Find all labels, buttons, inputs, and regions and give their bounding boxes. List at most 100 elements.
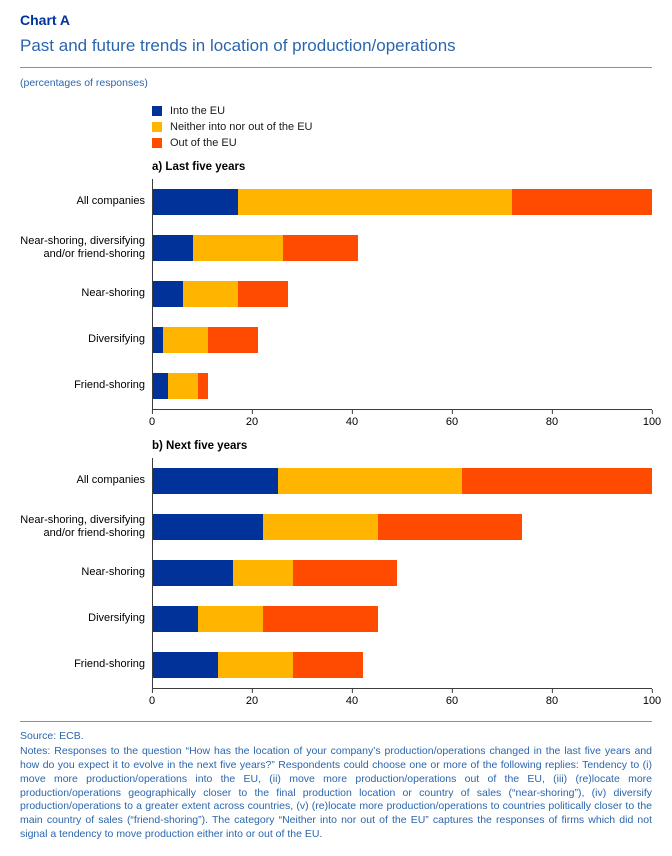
tick-mark [451, 689, 453, 694]
bar-segment-out-of-the-eu [237, 281, 288, 308]
tick-label: 40 [345, 416, 359, 429]
chart-panel: a) Last five years All companies Near-shor… [20, 161, 661, 432]
bar-segment-out-of-the-eu [292, 652, 363, 679]
into-the-eu-legend-swatch [152, 106, 162, 117]
tick-label: 40 [345, 695, 359, 708]
tick-label: 0 [148, 416, 156, 429]
tick-label: 80 [545, 416, 559, 429]
legend-label: Into the EU [170, 105, 226, 117]
axis-tick: 100 [643, 410, 661, 428]
tick-mark [151, 689, 153, 694]
axis-tick: 60 [446, 689, 458, 707]
legend-item: Into the EU [152, 105, 652, 117]
plot-area: All companies Near-shoring, diversifying … [20, 458, 652, 690]
bar-row: Near-shoring [81, 271, 652, 317]
bar-row: Near-shoring [81, 550, 652, 596]
tick-label: 0 [148, 695, 156, 708]
legend-label: Out of the EU [170, 137, 237, 150]
notes-text: Notes: Responses to the question “How ha… [20, 744, 652, 841]
footer-divider [20, 721, 652, 723]
bar-segment-into-the-eu [153, 327, 163, 354]
axis-tick: 20 [246, 689, 258, 707]
category-label: All companies [76, 195, 145, 208]
axis-tick: 80 [546, 410, 558, 428]
bar-segment-neither-into-nor-out-of-the-eu [162, 327, 208, 354]
category-label: Near-shoring [81, 566, 145, 579]
bar-segment-into-the-eu [153, 652, 218, 679]
bar-segment-neither-into-nor-out-of-the-eu [262, 514, 378, 541]
panel-title: b) Next five years [152, 440, 248, 453]
stacked-bar [153, 468, 652, 495]
bar-segment-neither-into-nor-out-of-the-eu [167, 373, 198, 400]
axis-tick: 40 [346, 689, 358, 707]
x-axis: 0 20 40 60 80 100 [149, 410, 661, 432]
bar-segment-out-of-the-eu [282, 235, 358, 262]
legend-item: Neither into nor out of the EU [152, 121, 652, 133]
bar-row: Near-shoring, diversifying and/or friend… [20, 504, 652, 550]
bar-segment-out-of-the-eu [512, 189, 652, 216]
bar-row: Diversifying [88, 596, 652, 642]
bar-segment-neither-into-nor-out-of-the-eu [232, 560, 293, 587]
stacked-bar [153, 373, 652, 400]
stacked-bar [153, 652, 652, 679]
tick-label: 80 [545, 695, 559, 708]
chart-panel: b) Next five years All companies Near-shor… [20, 440, 661, 711]
axis-tick: 80 [546, 689, 558, 707]
tick-label: 100 [642, 416, 662, 429]
bar-segment-neither-into-nor-out-of-the-eu [277, 468, 463, 495]
stacked-bar [153, 281, 652, 308]
bar-segment-out-of-the-eu [292, 560, 398, 587]
chart-label: Chart A [20, 12, 71, 28]
axis-tick: 20 [246, 410, 258, 428]
axis-tick: 0 [149, 689, 155, 707]
bar-segment-neither-into-nor-out-of-the-eu [217, 652, 293, 679]
page-title: Past and future trends in location of pr… [20, 36, 456, 55]
axis-tick: 0 [149, 410, 155, 428]
bar-row: All companies [77, 458, 652, 504]
bar-segment-into-the-eu [153, 281, 183, 308]
stacked-bar [153, 235, 652, 262]
bar-segment-into-the-eu [153, 373, 168, 400]
plot-area: All companies Near-shoring, diversifying … [20, 179, 652, 411]
legend-label: Neither into nor out of the EU [170, 121, 313, 134]
tick-mark [151, 410, 153, 415]
tick-label: 100 [642, 695, 662, 708]
category-label: All companies [76, 474, 145, 487]
bar-segment-neither-into-nor-out-of-the-eu [182, 281, 238, 308]
axis-tick: 100 [643, 689, 661, 707]
panel-title: a) Last five years [152, 161, 246, 174]
bar-row: All companies [77, 179, 652, 225]
bar-segment-out-of-the-eu [262, 606, 378, 633]
stacked-bar [153, 327, 652, 354]
bar-segment-out-of-the-eu [377, 514, 523, 541]
tick-mark [551, 689, 553, 694]
stacked-bar [153, 560, 652, 587]
category-label: Near-shoring [81, 287, 145, 300]
neither-into-nor-out-of-the-eu-legend-swatch [152, 122, 162, 133]
bar-segment-out-of-the-eu [462, 468, 652, 495]
tick-mark [451, 410, 453, 415]
axis-tick: 60 [446, 410, 458, 428]
tick-mark [251, 410, 253, 415]
tick-mark [651, 689, 653, 694]
legend-item: Out of the EU [152, 137, 652, 149]
tick-mark [651, 410, 653, 415]
bar-row: Diversifying [88, 317, 652, 363]
legend: Into the EU Neither into nor out of the E… [152, 105, 652, 149]
bar-segment-neither-into-nor-out-of-the-eu [237, 189, 513, 216]
bar-segment-into-the-eu [153, 189, 238, 216]
bar-row: Friend-shoring [74, 642, 652, 688]
out-of-the-eu-legend-swatch [152, 138, 162, 149]
bar-segment-out-of-the-eu [207, 327, 258, 354]
tick-label: 60 [445, 695, 459, 708]
tick-label: 20 [245, 416, 259, 429]
bar-segment-neither-into-nor-out-of-the-eu [197, 606, 263, 633]
category-label: Diversifying [88, 333, 145, 346]
bar-segment-out-of-the-eu [197, 373, 208, 400]
tick-mark [351, 410, 353, 415]
tick-mark [351, 689, 353, 694]
bar-row: Friend-shoring [74, 363, 652, 409]
category-label: Diversifying [88, 612, 145, 625]
chart-panels: a) Last five years All companies Near-shor… [20, 161, 661, 711]
